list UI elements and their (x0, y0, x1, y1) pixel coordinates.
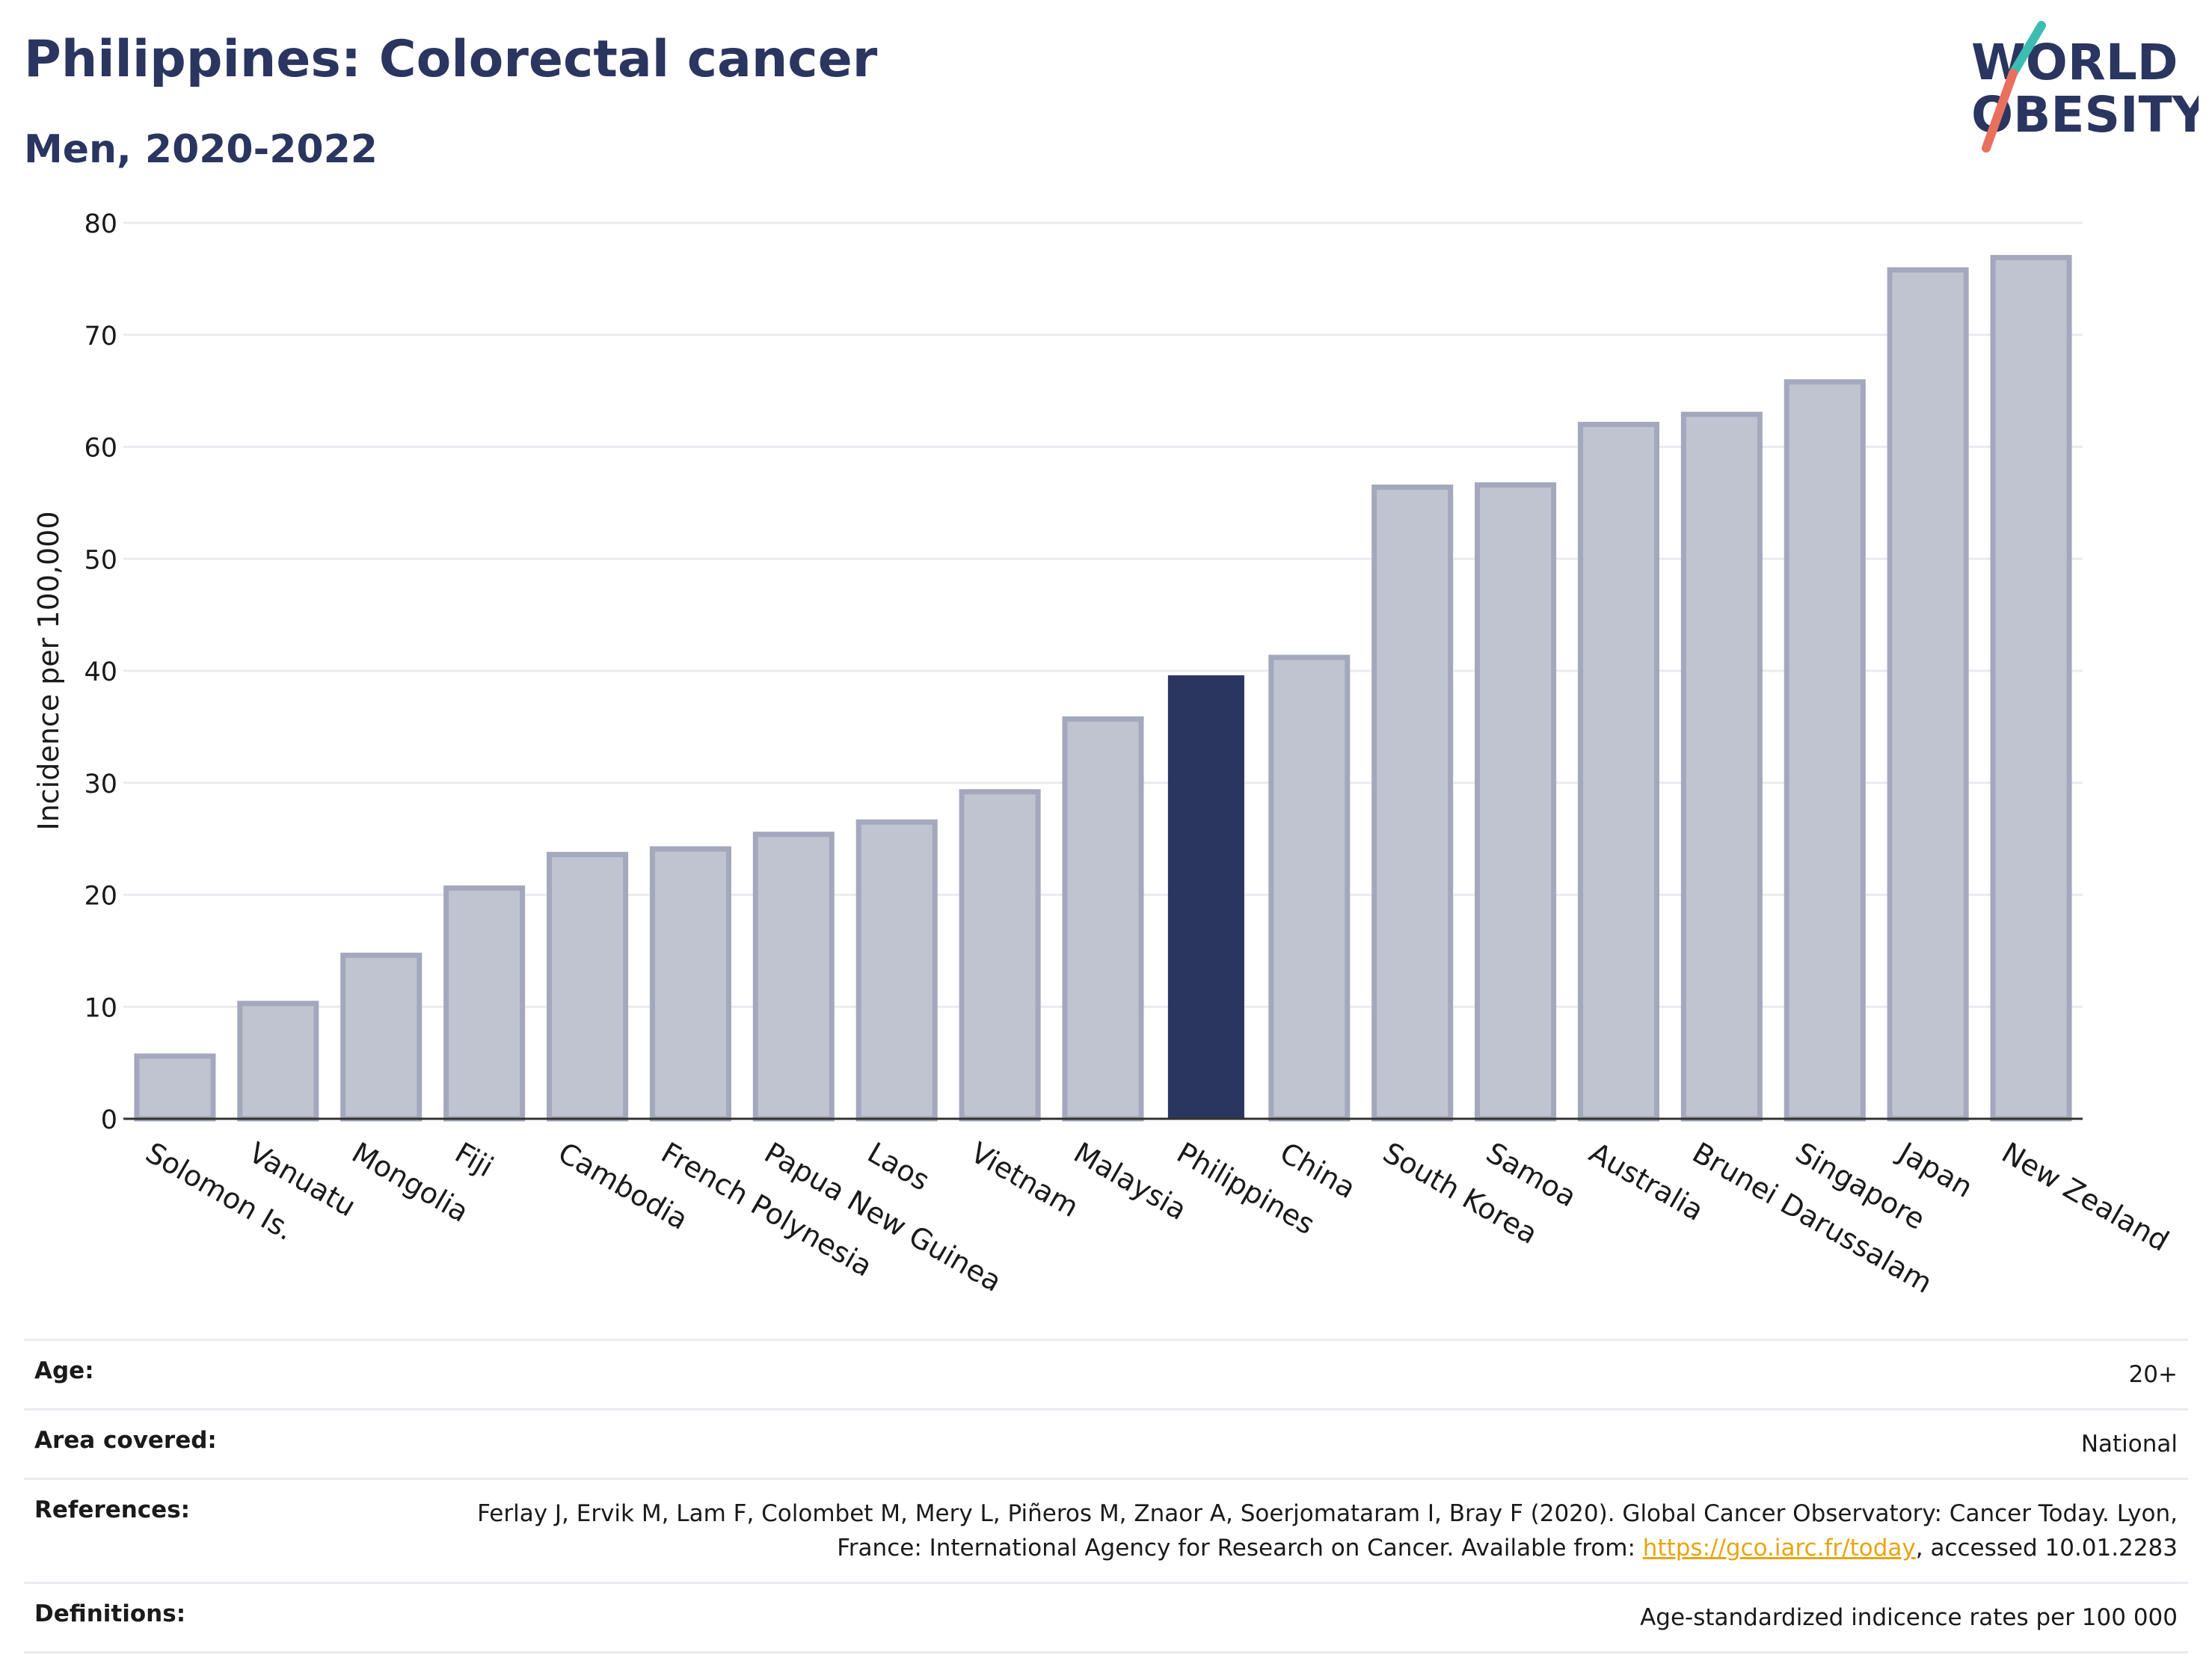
x-tick-label: New Zealand (1997, 1136, 2175, 1258)
y-tick-label: 0 (101, 1105, 117, 1135)
info-label: References: (34, 1496, 191, 1523)
bar (1577, 422, 1659, 1122)
bar (1680, 411, 1763, 1122)
y-tick-label: 30 (84, 770, 117, 799)
bar (547, 852, 629, 1122)
y-tick-label: 20 (84, 882, 117, 912)
logo-slash-coral (1982, 69, 2018, 153)
bar-highlighted (1167, 675, 1244, 1119)
y-tick-label: 60 (84, 434, 117, 464)
bar (1371, 484, 1454, 1122)
y-axis-ticks: 0 10 20 30 40 50 60 70 80 (84, 209, 117, 1135)
bar (959, 789, 1041, 1122)
info-table: Age: 20+ Area covered: National Referenc… (24, 1339, 2188, 1654)
info-label: Area covered: (34, 1427, 217, 1454)
y-axis-label: Incidence per 100,000 (32, 511, 65, 830)
bar (752, 832, 835, 1122)
logo-slash-teal (2009, 21, 2046, 78)
y-tick-label: 10 (84, 993, 117, 1023)
info-row-area: Area covered: National (24, 1408, 2188, 1478)
info-row-definitions: Definitions: Age-standardized indicence … (24, 1582, 2188, 1654)
y-tick-label: 70 (84, 322, 117, 351)
info-value: 20+ (2128, 1361, 2178, 1388)
info-row-references: References: Ferlay J, Ervik M, Lam F, Co… (24, 1478, 2188, 1582)
bar (134, 1053, 216, 1122)
x-tick-label: Malaysia (1069, 1136, 1193, 1226)
bar (340, 952, 423, 1122)
bar (1268, 654, 1351, 1122)
bar (1475, 482, 1557, 1122)
y-tick-label: 50 (84, 545, 117, 575)
bar (443, 885, 526, 1122)
chart-title: Philippines: Colorectal cancer (24, 30, 878, 89)
info-label: Age: (34, 1357, 94, 1384)
bar (1062, 716, 1144, 1122)
bar (1887, 267, 1969, 1122)
info-value: Ferlay J, Ervik M, Lam F, Colombet M, Me… (458, 1496, 2178, 1565)
x-tick-label: Mongolia (346, 1136, 474, 1229)
x-tick-label: Laos (862, 1136, 936, 1197)
info-label: Definitions: (34, 1600, 186, 1627)
bar (237, 1001, 319, 1122)
y-tick-label: 80 (84, 209, 117, 239)
x-tick-label: Fiji (449, 1136, 499, 1183)
bar (1784, 379, 1866, 1122)
x-tick-label: Vietnam (965, 1136, 1084, 1223)
x-tick-label: Australia (1584, 1136, 1709, 1227)
info-row-age: Age: 20+ (24, 1339, 2188, 1408)
chart-subtitle: Men, 2020-2022 (24, 127, 378, 172)
reference-link[interactable]: https://gco.iarc.fr/today (1642, 1535, 1916, 1562)
bars (134, 254, 2072, 1122)
bar (1990, 254, 2072, 1122)
info-value: National (2080, 1431, 2178, 1458)
y-tick-label: 40 (84, 657, 117, 687)
bar (855, 819, 938, 1122)
bar (649, 846, 731, 1122)
bar-chart: 0 10 20 30 40 50 60 70 80 Solomon Is.VanuatuMong… (32, 209, 2175, 1300)
info-value: Age-standardized indicence rates per 100… (1640, 1604, 2178, 1631)
reference-text: Ferlay J, Ervik M, Lam F, Colombet M, Me… (477, 1500, 2178, 1562)
world-obesity-logo: WORLD OBESITY (1971, 21, 2199, 153)
reference-accessed: , accessed 10.01.2283 (1915, 1535, 2178, 1562)
